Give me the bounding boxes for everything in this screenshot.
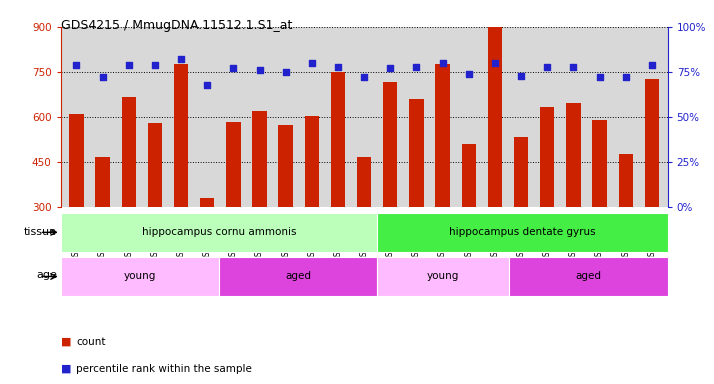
Point	[541, 63, 553, 70]
Bar	[593, 120, 607, 207]
Bar	[357, 157, 371, 207]
Point	[306, 60, 318, 66]
Point	[358, 74, 370, 81]
Point	[568, 63, 579, 70]
Bar	[566, 103, 580, 207]
Text: age: age	[36, 270, 57, 280]
Bar	[69, 114, 84, 207]
Bar	[509, 257, 668, 296]
Bar	[461, 144, 476, 207]
Bar	[383, 82, 398, 207]
Point	[176, 56, 187, 63]
Bar	[409, 99, 423, 207]
Bar	[121, 97, 136, 207]
Text: aged: aged	[285, 271, 311, 281]
Bar	[61, 257, 219, 296]
Bar	[331, 72, 345, 207]
Point	[280, 69, 291, 75]
Bar	[219, 257, 377, 296]
Text: aged: aged	[575, 271, 601, 281]
Text: young: young	[427, 271, 460, 281]
Bar	[514, 137, 528, 207]
Bar	[488, 27, 502, 207]
Point	[332, 63, 343, 70]
Bar	[436, 65, 450, 207]
Bar	[148, 123, 162, 207]
Bar	[305, 116, 319, 207]
Bar	[618, 154, 633, 207]
Text: hippocampus dentate gyrus: hippocampus dentate gyrus	[449, 227, 595, 237]
Bar	[200, 198, 214, 207]
Point	[489, 60, 501, 66]
Point	[620, 74, 631, 81]
Point	[228, 65, 239, 71]
Bar	[174, 65, 188, 207]
Point	[71, 62, 82, 68]
Point	[516, 73, 527, 79]
Bar	[61, 213, 377, 252]
Bar	[226, 122, 241, 207]
Point	[97, 74, 109, 81]
Point	[201, 81, 213, 88]
Bar	[645, 79, 659, 207]
Text: ■: ■	[61, 364, 71, 374]
Text: count: count	[76, 337, 106, 347]
Point	[123, 62, 134, 68]
Bar	[278, 125, 293, 207]
Bar	[252, 111, 267, 207]
Bar	[96, 157, 110, 207]
Point	[253, 67, 265, 73]
Point	[437, 60, 448, 66]
Text: GDS4215 / MmugDNA.11512.1.S1_at: GDS4215 / MmugDNA.11512.1.S1_at	[61, 19, 292, 32]
Text: hippocampus cornu ammonis: hippocampus cornu ammonis	[142, 227, 296, 237]
Point	[411, 63, 422, 70]
Text: tissue: tissue	[24, 227, 57, 237]
Bar	[377, 213, 668, 252]
Point	[149, 62, 161, 68]
Bar	[540, 107, 555, 207]
Point	[594, 74, 605, 81]
Point	[463, 71, 475, 77]
Bar	[377, 257, 509, 296]
Text: percentile rank within the sample: percentile rank within the sample	[76, 364, 252, 374]
Text: ■: ■	[61, 337, 71, 347]
Point	[385, 65, 396, 71]
Point	[646, 62, 658, 68]
Text: young: young	[124, 271, 156, 281]
